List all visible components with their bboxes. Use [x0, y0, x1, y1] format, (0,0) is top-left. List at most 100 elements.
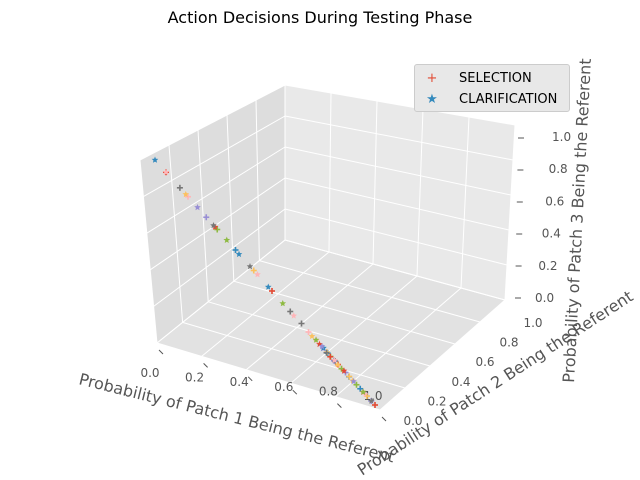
grid-line-back-horizontal	[284, 115, 514, 161]
selection-point	[269, 288, 275, 294]
grid-line-left-vertical	[168, 144, 184, 323]
x-tick-label: 0.2	[185, 371, 204, 385]
clarification-point	[290, 312, 298, 319]
selection-point	[203, 214, 210, 221]
clarification-point	[264, 283, 272, 290]
grid-lines	[139, 84, 516, 411]
clarification-point	[194, 203, 201, 211]
x-tick-label: 1.0	[363, 389, 382, 403]
selection-point	[353, 381, 360, 388]
grid-line-back-vertical	[416, 108, 424, 277]
x-tick-label: 0.0	[140, 366, 159, 380]
clarification-point	[359, 388, 367, 395]
grid-line-back-vertical	[504, 124, 516, 301]
grid-line-floor-y	[182, 321, 406, 389]
grid-line-back-vertical	[328, 92, 332, 253]
legend: + SELECTION ★ CLARIFICATION	[414, 64, 570, 112]
grid-line-floor-x	[290, 275, 418, 384]
pane-back	[285, 85, 515, 300]
selection-point	[287, 308, 294, 315]
y-tick-label: 0.4	[451, 375, 470, 389]
x-tick-mark	[158, 349, 164, 355]
clarification-point	[350, 377, 357, 385]
clarification-point	[334, 361, 341, 368]
x-tick-mark	[247, 376, 253, 382]
grid-line-left-horizontal	[146, 146, 286, 234]
axes-panes	[140, 85, 515, 410]
z-tick-label: 0.4	[542, 227, 561, 241]
clarification-point	[246, 263, 254, 270]
grid-line-left-vertical	[255, 99, 260, 261]
star-marker-icon: ★	[426, 91, 438, 107]
pane-floor	[157, 240, 505, 410]
clarification-point	[235, 250, 243, 258]
grid-line-left-vertical	[139, 159, 158, 344]
grid-line-floor-x	[245, 263, 374, 371]
x-tick-label: 0.8	[319, 384, 338, 398]
grid-line-left-vertical	[197, 129, 209, 302]
grid-line-back-vertical	[372, 100, 378, 265]
clarification-point	[210, 222, 217, 229]
grid-line-floor-x	[335, 287, 462, 397]
selection-point	[372, 402, 378, 408]
clarification-point	[308, 332, 316, 340]
clarification-point	[279, 300, 287, 307]
x-tick-label: 0.4	[230, 375, 249, 389]
grid-line-back-horizontal	[284, 208, 508, 266]
grid-line-floor-y	[259, 260, 481, 323]
tick-labels: 0.0 0.2 0.4 0.6 0.8 1.0 0.0 0.2 0.4 0.6 0.8 1.0 0.0 0…	[140, 130, 571, 428]
pane-left	[140, 85, 285, 343]
clarification-point	[254, 271, 261, 278]
grid-line-floor-x	[201, 251, 330, 357]
z-tick-label: 0.2	[538, 259, 557, 273]
x-tick-label: 0.6	[274, 380, 293, 394]
selection-point	[232, 247, 239, 253]
grid-line-left-horizontal	[139, 84, 286, 161]
clarification-point	[368, 397, 375, 404]
grid-line-floor-y	[208, 301, 431, 367]
grid-line-back-horizontal	[284, 177, 510, 231]
x-tick-mark	[292, 389, 298, 395]
y-tick-label: 0.2	[427, 394, 446, 408]
z-tick-label: 0.0	[535, 291, 554, 305]
x-tick-mark	[203, 363, 208, 368]
z-tick-label: 0.8	[549, 162, 568, 176]
data-points	[151, 156, 378, 408]
grid-line-left-vertical	[226, 114, 235, 282]
selection-point	[176, 184, 183, 191]
selection-point	[298, 320, 305, 327]
legend-label-selection: SELECTION	[459, 70, 532, 86]
grid-line-left-horizontal	[156, 239, 286, 344]
selection-point	[305, 329, 312, 335]
clarification-point	[162, 168, 170, 176]
clarification-point	[223, 236, 231, 243]
selection-point	[346, 373, 353, 380]
clarification-point	[318, 342, 326, 350]
selection-point	[214, 226, 221, 233]
selection-point	[357, 385, 364, 392]
clarification-point	[331, 356, 338, 364]
plus-marker-icon: +	[426, 70, 438, 86]
y-tick-label: 0.8	[499, 336, 518, 350]
clarification-point	[312, 336, 320, 343]
z-tick-label: 0.6	[545, 194, 564, 208]
y-tick-label: 1.0	[523, 316, 542, 330]
selection-point	[185, 193, 191, 200]
y-tick-label: 0.0	[403, 414, 422, 428]
clarification-point	[151, 156, 159, 163]
clarification-point	[340, 367, 348, 374]
grid-line-left-horizontal	[149, 177, 286, 271]
legend-item-clarification: ★ CLARIFICATION	[423, 90, 557, 108]
selection-point	[327, 353, 334, 360]
legend-label-clarification: CLARIFICATION	[459, 91, 558, 107]
x-tick-mark	[337, 403, 342, 408]
grid-line-floor-y	[284, 239, 506, 301]
selection-point	[323, 349, 330, 356]
grid-line-floor-x	[379, 299, 506, 411]
x-tick-mark	[381, 416, 387, 422]
grid-line-back-vertical	[460, 116, 470, 289]
chart-title: Action Decisions During Testing Phase	[167, 8, 473, 27]
grid-line-left-horizontal	[153, 208, 286, 307]
clarification-point	[182, 190, 190, 198]
